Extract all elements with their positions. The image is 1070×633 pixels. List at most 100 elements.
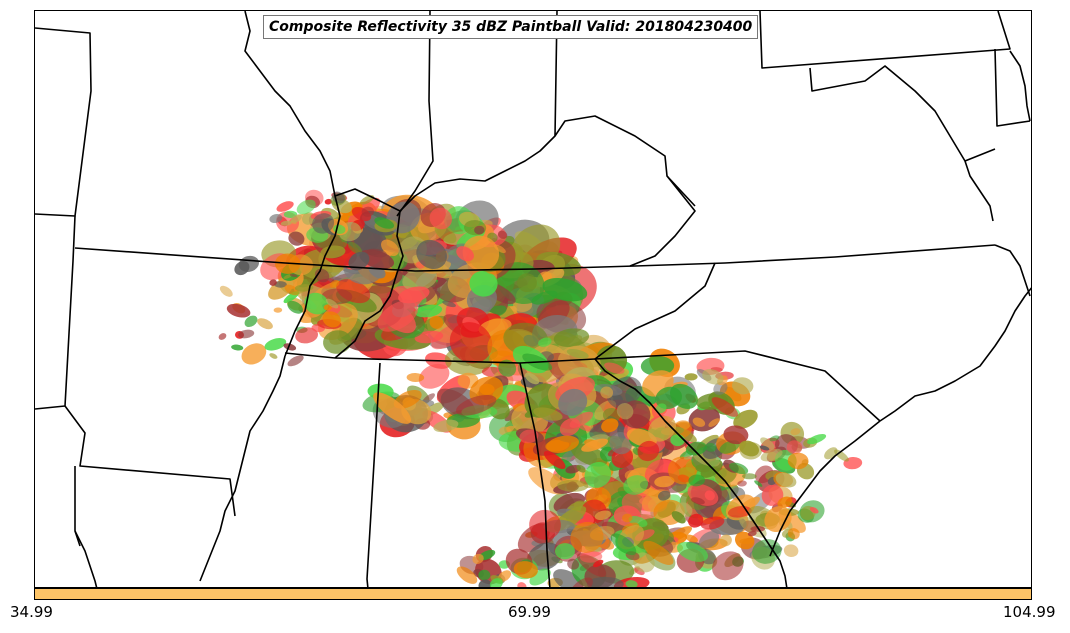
reflectivity-blob xyxy=(283,343,297,351)
reflectivity-blob xyxy=(809,506,819,514)
river-border xyxy=(74,530,98,587)
reflectivity-blob xyxy=(685,441,707,456)
reflectivity-blob xyxy=(517,273,537,293)
reflectivity-blob xyxy=(257,318,273,330)
reflectivity-blob xyxy=(244,315,258,328)
reflectivity-blob xyxy=(449,322,493,364)
reflectivity-blob xyxy=(783,544,799,558)
reflectivity-blob xyxy=(398,286,430,304)
map-canvas xyxy=(35,11,1031,587)
reflectivity-blob xyxy=(775,472,797,488)
reflectivity-blob xyxy=(529,509,561,540)
reflectivity-blob xyxy=(567,558,580,570)
reflectivity-blob xyxy=(702,368,724,385)
river-border xyxy=(594,358,788,587)
reflectivity-blob xyxy=(553,328,590,347)
reflectivity-blob xyxy=(361,206,374,217)
colorbar-tick-max: 104.99 xyxy=(1003,603,1056,621)
reflectivity-blob xyxy=(478,579,492,587)
reflectivity-blob xyxy=(732,377,754,395)
reflectivity-blob xyxy=(360,195,375,205)
reflectivity-blob xyxy=(729,462,749,475)
reflectivity-blob xyxy=(712,551,744,581)
reflectivity-blob xyxy=(295,327,319,344)
reflectivity-blob xyxy=(760,437,775,450)
reflectivity-blob xyxy=(348,251,370,271)
reflectivity-blob xyxy=(616,403,634,420)
reflectivity-blob xyxy=(234,261,250,276)
reflectivity-blob xyxy=(594,400,617,421)
reflectivity-blob xyxy=(280,220,293,226)
reflectivity-blob xyxy=(347,241,363,255)
reflectivity-blob xyxy=(555,543,575,560)
state-border xyxy=(629,175,696,267)
reflectivity-blob xyxy=(671,511,686,524)
reflectivity-blob xyxy=(269,353,278,359)
reflectivity-blob xyxy=(570,443,608,467)
reflectivity-blob xyxy=(604,362,625,374)
state-border xyxy=(809,65,996,162)
colorbar-tick-min: 34.99 xyxy=(10,603,53,621)
reflectivity-blob xyxy=(296,199,316,215)
state-border xyxy=(35,215,76,410)
reflectivity-blob xyxy=(733,409,758,429)
reflectivity-blob xyxy=(602,407,621,423)
reflectivity-blob xyxy=(429,315,444,329)
reflectivity-blob xyxy=(610,533,637,556)
reflectivity-blob xyxy=(418,363,450,389)
reflectivity-blob xyxy=(329,280,340,288)
reflectivity-blob xyxy=(685,534,698,543)
reflectivity-blob xyxy=(519,429,539,444)
state-boundaries xyxy=(35,11,1031,587)
reflectivity-blob xyxy=(533,407,563,421)
reflectivity-blob xyxy=(654,475,675,488)
reflectivity-blob xyxy=(719,534,732,547)
river-border xyxy=(334,210,404,359)
reflectivity-blob xyxy=(542,277,588,302)
reflectivity-blob xyxy=(264,338,287,351)
reflectivity-blob xyxy=(241,343,267,365)
reflectivity-blob xyxy=(695,464,711,473)
state-border xyxy=(35,27,92,217)
reflectivity-blob xyxy=(557,479,589,492)
reflectivity-blob xyxy=(667,456,697,485)
reflectivity-blob xyxy=(637,440,660,462)
reflectivity-blob xyxy=(290,214,302,223)
reflectivity-blob xyxy=(497,230,508,239)
reflectivity-blob xyxy=(705,442,717,452)
state-border xyxy=(759,11,1011,69)
reflectivity-blob xyxy=(692,417,706,427)
reflectivity-blob xyxy=(312,213,335,234)
reflectivity-blob xyxy=(688,513,704,528)
reflectivity-blob xyxy=(274,281,287,288)
reflectivity-blob xyxy=(456,566,478,584)
reflectivity-blob xyxy=(273,307,283,313)
reflectivity-blob xyxy=(289,273,298,278)
reflectivity-blob xyxy=(414,304,443,318)
reflectivity-blob xyxy=(764,506,792,533)
coastline xyxy=(964,160,994,222)
reflectivity-blob xyxy=(777,496,793,509)
state-border xyxy=(366,362,381,587)
reflectivity-blob xyxy=(747,530,757,537)
state-border xyxy=(519,362,551,587)
reflectivity-blob xyxy=(381,239,399,257)
reflectivity-blob xyxy=(581,438,609,452)
reflectivity-blob xyxy=(579,551,603,563)
coastline xyxy=(1009,50,1031,122)
reflectivity-blob xyxy=(576,464,586,473)
reflectivity-blob xyxy=(737,480,747,487)
river-border xyxy=(334,135,556,212)
reflectivity-blob xyxy=(498,359,517,377)
river-border xyxy=(244,11,341,357)
reflectivity-blob xyxy=(455,394,497,416)
state-border xyxy=(396,11,434,217)
reflectivity-blob xyxy=(226,303,251,318)
state-border xyxy=(594,262,716,360)
colorbar-tick-mid: 69.99 xyxy=(508,603,551,621)
reflectivity-blob xyxy=(623,475,649,495)
reflectivity-blob xyxy=(469,270,498,297)
reflectivity-blob xyxy=(594,510,612,521)
reflectivity-blob xyxy=(513,561,538,579)
reflectivity-blob xyxy=(433,419,459,433)
